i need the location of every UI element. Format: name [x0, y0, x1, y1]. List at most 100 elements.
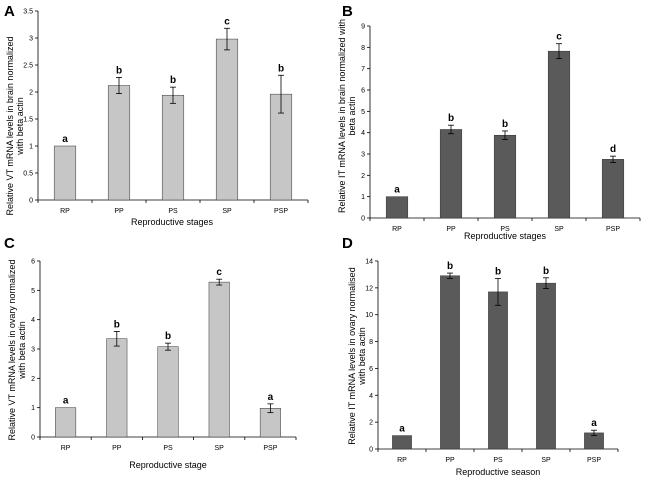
- x-axis-label: Reproductive stage: [129, 460, 207, 470]
- category-label: RP: [397, 457, 407, 464]
- category-label: PP: [112, 445, 122, 452]
- y-axis-label-line-1: Relative VT mRNA levels in ovary normali…: [7, 260, 17, 441]
- y-tick-label: 2.5: [23, 63, 33, 70]
- y-tick-label: 9: [361, 24, 365, 31]
- y-tick-label: 5: [31, 288, 35, 295]
- category-label: RP: [392, 226, 402, 233]
- y-tick-label: 0: [31, 435, 35, 442]
- bar-pp: [107, 85, 131, 201]
- category-label: PS: [168, 208, 178, 215]
- y-tick-label: 3: [29, 36, 33, 43]
- significance-letter: b: [495, 266, 501, 277]
- category-label: RP: [60, 208, 70, 215]
- significance-letter: a: [394, 185, 400, 196]
- bar-pp: [440, 275, 460, 450]
- significance-letter: d: [610, 144, 616, 155]
- bar-sp: [215, 38, 239, 201]
- y-tick-label: 6: [369, 366, 373, 373]
- y-tick-label: 2: [31, 376, 35, 383]
- significance-letter: a: [591, 418, 597, 429]
- y-tick-label: 2: [29, 90, 33, 97]
- y-tick-label: 8: [369, 339, 373, 346]
- y-axis-label-line-2: with beta actin: [15, 97, 25, 156]
- significance-letter: b: [116, 65, 122, 76]
- bar-ps: [161, 94, 185, 201]
- significance-letter: b: [165, 331, 171, 342]
- panel-c: C Relative VT mRNA levels in ovary norma…: [4, 235, 297, 470]
- y-tick-label: 4: [31, 317, 35, 324]
- y-tick-label: 2: [369, 420, 373, 427]
- y-tick-label: 4: [361, 130, 365, 137]
- category-label: PP: [446, 226, 456, 233]
- y-tick-label: 0: [29, 198, 33, 205]
- y-axis-label-line-2: with beta actin: [357, 327, 367, 386]
- panel-d: D Relative IT mRNA levels in ovary norma…: [342, 235, 619, 477]
- y-tick-label: 8: [361, 45, 365, 52]
- significance-letter: b: [543, 266, 549, 277]
- bar-rp: [55, 407, 77, 438]
- significance-letter: b: [278, 63, 284, 74]
- category-label: SP: [554, 226, 564, 233]
- bar-rp: [385, 196, 409, 219]
- y-tick-label: 3: [31, 347, 35, 354]
- category-label: PS: [163, 445, 173, 452]
- bar-sp: [547, 50, 571, 219]
- category-label: PSP: [274, 208, 288, 215]
- significance-letter: a: [268, 392, 274, 403]
- significance-letter: b: [448, 113, 454, 124]
- category-label: PP: [114, 208, 124, 215]
- panel-label-d: D: [342, 235, 353, 252]
- category-label: RP: [61, 445, 71, 452]
- bar-ps: [488, 291, 508, 450]
- panel-label-b: B: [342, 3, 353, 20]
- y-tick-label: 14: [365, 259, 373, 266]
- y-tick-label: 4: [369, 393, 373, 400]
- category-label: PSP: [263, 445, 277, 452]
- y-tick-label: 12: [365, 285, 373, 292]
- category-label: PS: [500, 226, 510, 233]
- category-label: PS: [493, 457, 503, 464]
- significance-letter: c: [216, 267, 222, 278]
- y-tick-label: 1: [31, 405, 35, 412]
- category-label: PSP: [606, 226, 620, 233]
- significance-letter: a: [63, 396, 69, 407]
- bar-ps: [157, 346, 179, 438]
- significance-letter: a: [62, 134, 68, 145]
- bar-pp: [106, 338, 128, 438]
- x-axis-label: Reproductive season: [456, 467, 541, 477]
- category-label: PSP: [587, 457, 601, 464]
- significance-letter: c: [224, 16, 230, 27]
- category-label: SP: [215, 445, 225, 452]
- y-tick-label: 7: [361, 66, 365, 73]
- y-tick-label: 6: [361, 88, 365, 95]
- y-axis-label-line-2: with beta actin: [17, 321, 27, 380]
- y-tick-label: 10: [365, 312, 373, 319]
- x-axis-label: Reproductive stages: [464, 231, 547, 241]
- y-tick-label: 5: [361, 109, 365, 116]
- y-tick-label: 3.5: [23, 9, 33, 16]
- category-label: SP: [222, 208, 232, 215]
- y-tick-label: 6: [31, 259, 35, 266]
- panel-b: B Relative IT mRNA levels in brain norma…: [337, 3, 641, 241]
- category-label: PP: [445, 457, 455, 464]
- significance-letter: b: [502, 119, 508, 130]
- bar-pp: [439, 129, 463, 219]
- y-axis-label-line-2: beta actin: [347, 96, 357, 135]
- y-tick-label: 1: [361, 194, 365, 201]
- y-tick-label: 0: [361, 216, 365, 223]
- significance-letter: b: [114, 319, 120, 330]
- y-tick-label: 3: [361, 152, 365, 159]
- y-tick-label: 2: [361, 173, 365, 180]
- y-tick-label: 1.5: [23, 117, 33, 124]
- category-label: SP: [541, 457, 551, 464]
- bar-psp: [601, 159, 625, 219]
- significance-letter: b: [447, 261, 453, 272]
- bar-sp: [536, 282, 556, 450]
- x-axis-label: Reproductive stages: [131, 217, 214, 227]
- bar-rp: [53, 145, 77, 201]
- significance-letter: a: [399, 424, 405, 435]
- bar-ps: [493, 134, 517, 219]
- significance-letter: b: [170, 75, 176, 86]
- panel-a: A Relative VT mRNA levels in brain norma…: [4, 3, 309, 227]
